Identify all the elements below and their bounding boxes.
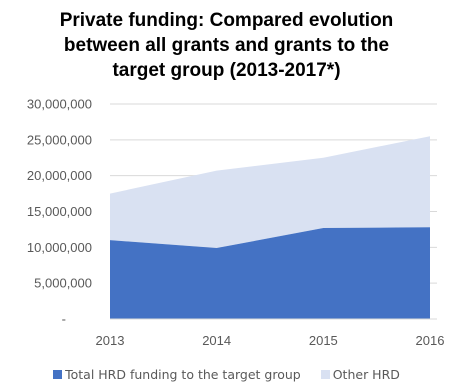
y-tick-label: - bbox=[62, 312, 66, 327]
chart-title-line-2: between all grants and grants to the bbox=[63, 35, 390, 56]
x-tick-label: 2014 bbox=[202, 333, 231, 348]
x-tick-label: 2015 bbox=[309, 333, 338, 348]
y-tick-label: 25,000,000 bbox=[27, 132, 92, 147]
legend-label-target-group: Total HRD funding to the target group bbox=[65, 367, 301, 382]
area-series-1 bbox=[110, 227, 430, 319]
x-tick-label: 2016 bbox=[416, 333, 445, 348]
area-series-2 bbox=[110, 136, 430, 249]
chart-title-line-3: target group (2013-2017*) bbox=[112, 60, 341, 81]
y-tick-label: 30,000,000 bbox=[27, 97, 92, 112]
legend-label-other-hrd: Other HRD bbox=[332, 367, 400, 382]
y-tick-label: 10,000,000 bbox=[27, 240, 92, 255]
y-tick-label: 15,000,000 bbox=[27, 204, 92, 219]
area-chart: - 5,000,000 10,000,000 15,000,000 20,000,000… bbox=[27, 97, 445, 349]
legend-swatch-other-hrd bbox=[320, 370, 330, 379]
legend-entry-other-hrd: Other HRD bbox=[320, 367, 400, 382]
x-tick-label: 2013 bbox=[96, 333, 125, 348]
y-tick-label: 20,000,000 bbox=[27, 168, 92, 183]
chart-title-line-1: Private funding: Compared evolution bbox=[59, 10, 394, 31]
chart-legend: Total HRD funding to the target group Ot… bbox=[0, 367, 453, 382]
y-tick-label: 5,000,000 bbox=[34, 276, 92, 291]
legend-swatch-target-group bbox=[53, 370, 63, 379]
chart-title: Private funding: Compared evolution betw… bbox=[0, 8, 453, 83]
legend-entry-target-group: Total HRD funding to the target group bbox=[53, 367, 301, 382]
